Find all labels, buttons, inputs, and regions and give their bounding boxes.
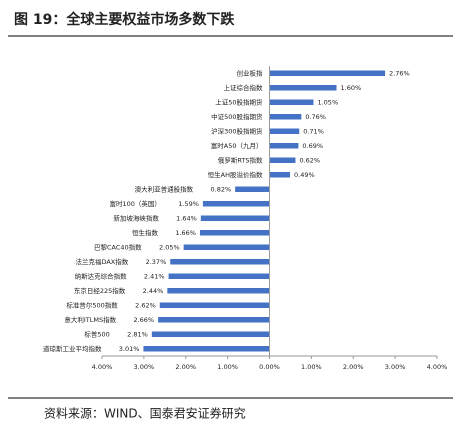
chart-title: 图 19：全球主要权益市场多数下跌	[14, 11, 235, 28]
category-label: 富时A50（九月）	[211, 141, 263, 150]
x-tick-label: 0.00%	[259, 363, 280, 371]
x-tick-label: 1.00%	[301, 363, 322, 371]
bar	[151, 331, 270, 338]
value-label: 2.81%	[127, 330, 148, 338]
value-label: 1.59%	[178, 200, 199, 208]
value-label: 2.44%	[143, 287, 164, 295]
bar	[183, 244, 270, 251]
category-label: 沪深300股指期货	[211, 126, 263, 135]
value-label: 2.76%	[389, 69, 410, 77]
x-tick-label: 1.00%	[217, 363, 238, 371]
x-tick-label: 4.00%	[92, 363, 113, 371]
bar	[202, 200, 270, 207]
x-tick-label: 2.00%	[343, 363, 364, 371]
category-label: 上证综合指数	[224, 83, 264, 92]
value-label: 2.41%	[144, 272, 165, 280]
category-label: 澳大利亚普通股指数	[135, 184, 194, 193]
category-label: 纳斯达克综合指数	[75, 271, 128, 280]
value-label: 2.62%	[135, 301, 156, 309]
category-label: 法兰克福DAX指数	[75, 257, 128, 266]
value-label: 0.82%	[211, 185, 232, 193]
bar	[200, 215, 270, 222]
value-label: 1.05%	[317, 98, 338, 106]
bar	[159, 302, 270, 309]
x-tick-label: 4.00%	[427, 363, 448, 371]
bar	[269, 157, 296, 164]
value-label: 0.69%	[302, 142, 323, 150]
category-label: 东京日经225指数	[74, 286, 126, 295]
category-label: 恒生AH股溢价指数	[208, 170, 263, 179]
bar	[167, 287, 270, 294]
bar	[168, 273, 270, 280]
bar	[269, 171, 291, 178]
value-label: 0.76%	[305, 113, 326, 121]
x-tick-label: 3.00%	[134, 363, 155, 371]
category-label: 中证500股指期货	[211, 112, 263, 121]
category-label: 创业板指	[237, 68, 264, 77]
bar	[269, 113, 302, 120]
value-label: 1.64%	[176, 214, 197, 222]
value-label: 2.05%	[159, 243, 180, 251]
x-tick-label: 2.00%	[175, 363, 196, 371]
source: 资料来源：WIND、国泰君安证券研究	[44, 406, 246, 421]
category-label: 俄罗斯RTS指数	[218, 155, 263, 164]
category-label: 巴黎CAC40指数	[94, 242, 142, 251]
value-label: 2.66%	[133, 316, 154, 324]
value-label: 1.66%	[175, 229, 196, 237]
bar	[143, 345, 270, 352]
value-label: 0.62%	[299, 156, 320, 164]
bar	[269, 84, 337, 91]
x-tick-label: 3.00%	[385, 363, 406, 371]
category-label: 标普500	[84, 329, 109, 338]
bar	[235, 186, 270, 193]
bar	[158, 316, 270, 323]
category-label: 恒生指数	[132, 228, 159, 237]
value-label: 3.01%	[119, 345, 140, 353]
bar	[269, 142, 299, 149]
value-label: 0.49%	[294, 171, 315, 179]
value-label: 0.71%	[303, 127, 324, 135]
category-label: 富时100（英国）	[109, 199, 160, 208]
category-label: 道琼斯工业平均指数	[43, 344, 102, 353]
value-label: 1.60%	[341, 84, 362, 92]
bar	[199, 229, 270, 236]
category-label: 新加坡海峡指数	[113, 213, 159, 222]
category-label: 上证50股指期货	[215, 97, 263, 106]
bar	[269, 128, 300, 135]
bar	[170, 258, 270, 265]
category-label: 标准普尔500指数	[66, 300, 118, 309]
bar	[269, 70, 386, 77]
bar	[269, 99, 314, 106]
category-label: 意大利ITLMS指数	[64, 315, 116, 324]
value-label: 2.37%	[146, 258, 167, 266]
